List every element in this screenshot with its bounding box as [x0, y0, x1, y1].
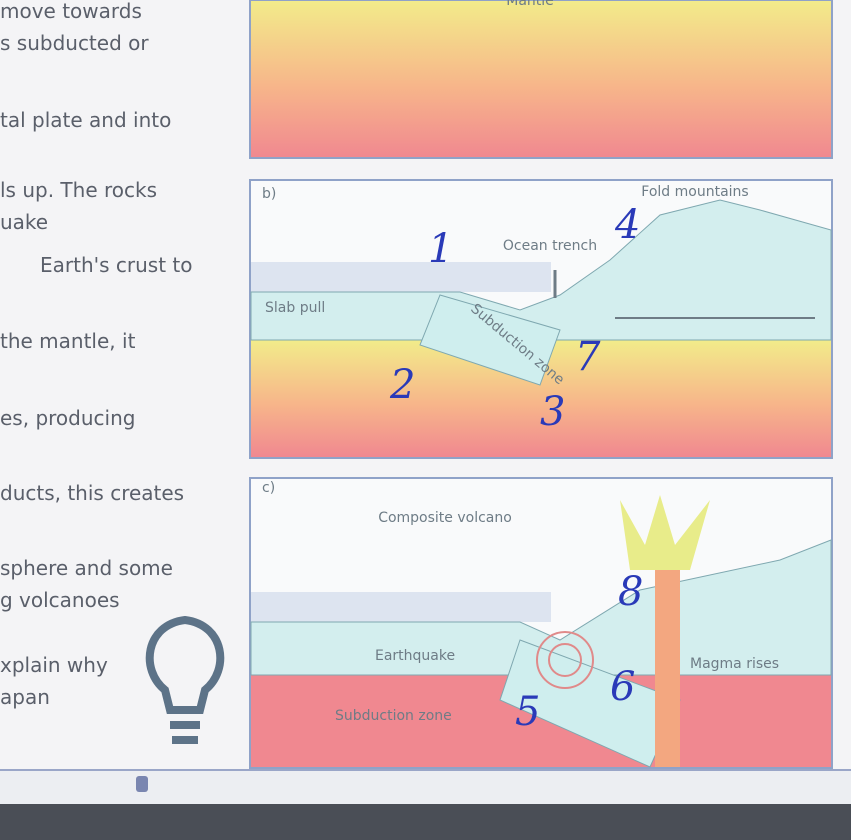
body-text: move towards s subducted or tal plate and … — [0, 0, 193, 709]
body-line: xplain why — [0, 653, 108, 677]
volcano-label: Composite volcano — [378, 510, 512, 526]
note: 1 — [428, 226, 453, 272]
body-line: move towards — [0, 0, 142, 23]
note: 6 — [610, 664, 635, 710]
body-line: Earth's crust to — [40, 253, 193, 277]
body-line: ls up. The rocks — [0, 178, 157, 202]
zone-label: Subduction zone — [335, 708, 452, 724]
body-line: g volcanoes — [0, 588, 120, 612]
mantle-label: Mantle — [506, 0, 554, 9]
panel-letter: b) — [262, 186, 276, 202]
body-line: uake — [0, 210, 48, 234]
lightbulb-icon — [150, 620, 221, 740]
trench-label: Ocean trench — [503, 238, 597, 254]
note: 4 — [614, 202, 640, 248]
body-line: apan — [0, 685, 50, 709]
body-line: s subducted or — [0, 31, 149, 55]
body-line: the mantle, it — [0, 329, 136, 353]
panel-a — [250, 0, 832, 158]
crest-icon — [136, 776, 148, 792]
screen-edge — [0, 804, 851, 840]
footer-bar — [0, 770, 851, 804]
body-line: es, producing — [0, 406, 135, 430]
slab-label: Slab pull — [265, 300, 325, 316]
slide: move towards s subducted or tal plate and … — [0, 0, 851, 840]
body-line: sphere and some — [0, 556, 173, 580]
body-line: ducts, this creates — [0, 481, 184, 505]
note: 3 — [540, 389, 565, 435]
body-line: tal plate and into — [0, 108, 171, 132]
fold-label: Fold mountains — [641, 184, 748, 200]
note: 2 — [389, 362, 415, 408]
note: 5 — [515, 689, 540, 735]
note: 8 — [618, 569, 643, 615]
panel-c — [250, 478, 832, 768]
panel-letter: c) — [262, 480, 275, 496]
quake-label: Earthquake — [375, 648, 455, 664]
magma-label: Magma rises — [690, 656, 779, 672]
note: 7 — [575, 334, 601, 380]
